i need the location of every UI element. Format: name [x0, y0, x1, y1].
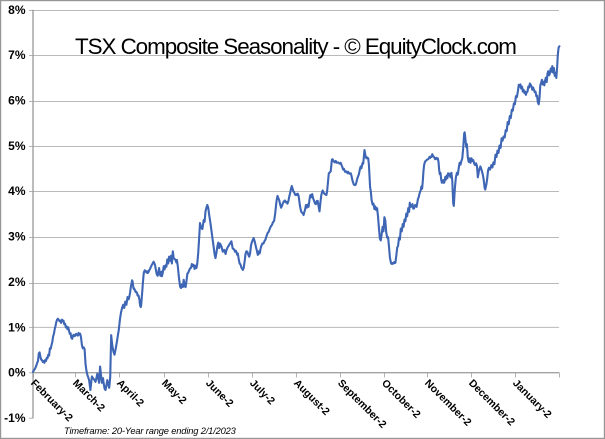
svg-text:TSX Composite Seasonality - ©: TSX Composite Seasonality - © EquityCloc…: [75, 34, 516, 59]
svg-text:1%: 1%: [8, 320, 26, 334]
svg-text:2%: 2%: [8, 275, 26, 289]
svg-text:8%: 8%: [8, 3, 26, 17]
svg-text:0%: 0%: [8, 366, 26, 380]
svg-text:5%: 5%: [8, 139, 26, 153]
svg-text:6%: 6%: [8, 94, 26, 108]
svg-text:Timeframe: 20-Year range endin: Timeframe: 20-Year range ending 2/1/2023: [64, 426, 237, 436]
svg-text:7%: 7%: [8, 48, 26, 62]
svg-text:4%: 4%: [8, 184, 26, 198]
svg-text:3%: 3%: [8, 230, 26, 244]
svg-text:-1%: -1%: [4, 411, 26, 425]
